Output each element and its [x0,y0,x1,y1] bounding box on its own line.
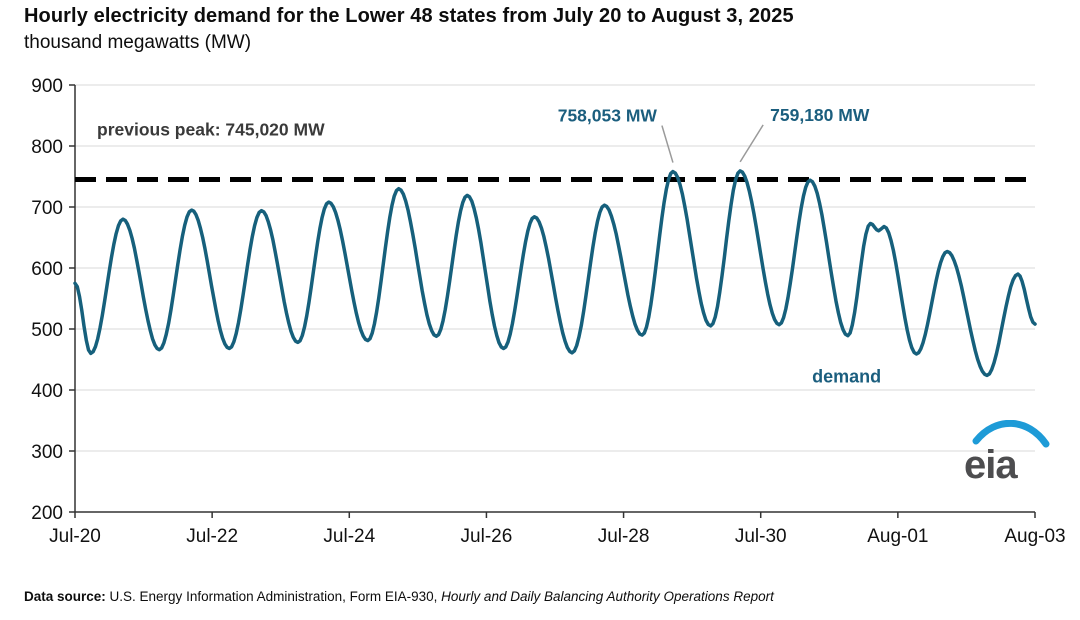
y-axis-tick-label: 600 [31,259,63,280]
eia-logo: eia [960,419,1052,487]
y-axis-tick-label: 200 [31,503,63,524]
demand-line [73,169,1037,378]
data-source-footer: Data source: U.S. Energy Information Adm… [24,589,774,604]
annotation-label: 758,053 MW [558,106,658,126]
previous-peak-label: previous peak: 745,020 MW [97,120,325,140]
x-axis-tick-label: Aug-01 [867,526,928,547]
y-axis-tick-label: 700 [31,198,63,219]
annotation-label: 759,180 MW [770,105,870,125]
x-axis-tick-label: Jul-22 [186,526,238,547]
y-axis-tick-label: 900 [31,76,63,97]
x-axis-tick-label: Jul-26 [461,526,513,547]
footer-data-source-label: Data source: [24,589,106,604]
annotation-leader-line [739,124,764,163]
x-axis-tick-label: Aug-03 [1004,526,1065,547]
x-axis-tick-label: Jul-28 [598,526,650,547]
annotation-leader-line [661,125,674,163]
y-axis-tick-label: 400 [31,381,63,402]
y-axis-tick-label: 500 [31,320,63,341]
eia-logo-text: eia [964,443,1018,486]
footer-source-text: U.S. Energy Information Administration, … [105,589,442,604]
eia-logo-graphic: eia [964,419,1050,487]
x-axis-tick-label: Jul-30 [735,526,787,547]
x-axis-tick-label: Jul-24 [323,526,375,547]
footer-report-name: Hourly and Daily Balancing Authority Ope… [441,589,774,604]
demand-line-chart: 200 300 400 500 600 700 800 900 Jul-20 Jul-22 Jul-… [31,76,1065,547]
x-axis-tick-label: Jul-20 [49,526,101,547]
eia-swoosh-icon [972,419,1050,448]
chart-title: Hourly electricity demand for the Lower … [24,5,794,27]
y-axis-tick-label: 300 [31,442,63,463]
y-axis-tick-label: 800 [31,137,63,158]
chart-units-label: thousand megawatts (MW) [24,32,252,53]
series-label-demand: demand [812,367,881,387]
